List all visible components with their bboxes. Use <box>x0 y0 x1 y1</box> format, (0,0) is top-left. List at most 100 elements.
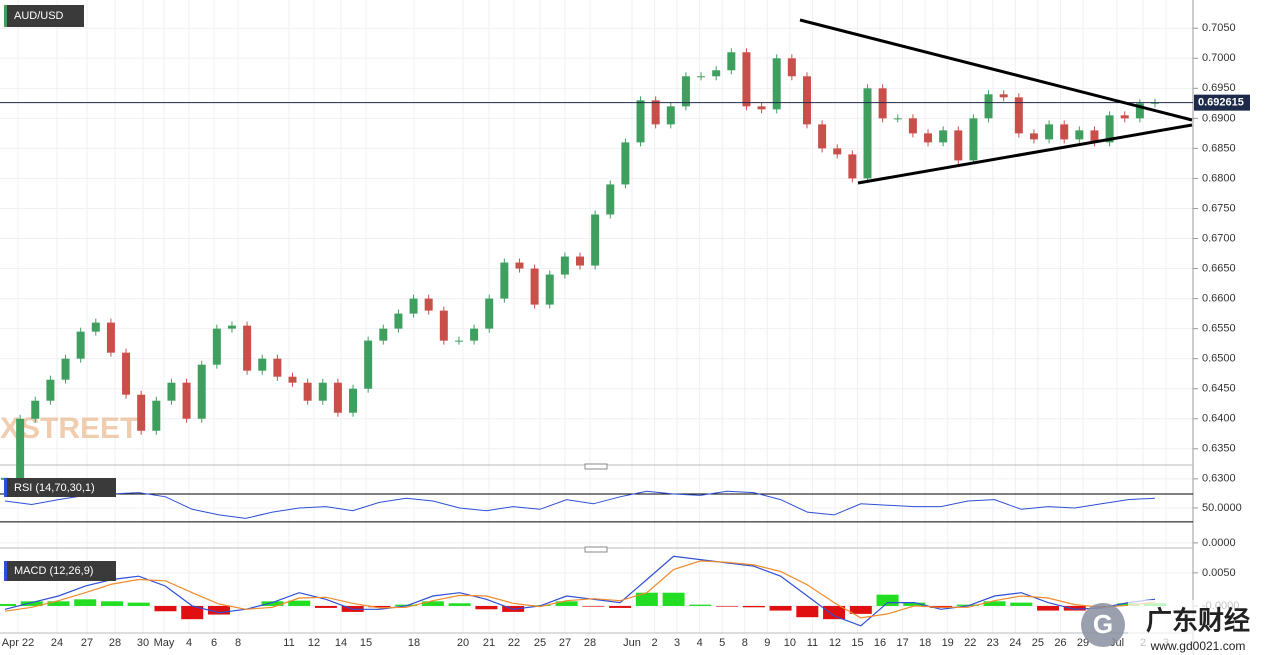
x-tick-label: 15 <box>851 637 863 649</box>
candle <box>364 340 373 389</box>
candle <box>1029 133 1038 140</box>
y-tick-label: 0.6800 <box>1202 172 1236 184</box>
y-tick-label: 0.0000 <box>1202 537 1236 549</box>
candle <box>243 325 252 371</box>
candle <box>106 322 115 353</box>
candle <box>394 313 403 329</box>
candle <box>1105 115 1114 143</box>
candle <box>1075 130 1084 140</box>
title-box <box>4 5 84 27</box>
histogram-bar <box>716 605 739 607</box>
candle <box>46 379 55 401</box>
x-tick-label: 18 <box>408 637 420 649</box>
x-tick-label: 22 <box>964 637 976 649</box>
histogram-bar <box>635 592 658 606</box>
y-tick-label: 0.6300 <box>1202 473 1236 485</box>
x-tick-label: 24 <box>51 637 63 649</box>
candle <box>1135 103 1144 119</box>
candle <box>560 256 569 275</box>
x-tick-label: 26 <box>1054 637 1066 649</box>
y-tick-label: 0.6550 <box>1202 323 1236 335</box>
pane-grip[interactable] <box>584 463 608 470</box>
histogram-bar <box>74 599 97 606</box>
candle <box>349 388 358 413</box>
x-tick-label: 11 <box>807 637 818 649</box>
x-tick-label: 4 <box>186 637 192 649</box>
chart-title: AUD/USD <box>14 10 64 22</box>
candle <box>379 328 388 341</box>
x-tick-label: 19 <box>942 637 954 649</box>
candle <box>621 142 630 185</box>
x-tick-label: 15 <box>360 637 372 649</box>
histogram-bar <box>314 605 337 608</box>
x-tick-label: 21 <box>483 637 495 649</box>
y-tick-label: 0.7050 <box>1202 22 1236 34</box>
pane-grip[interactable] <box>584 546 608 553</box>
x-tick-label: Jun <box>623 637 641 649</box>
logo: G 广东财经 www.gd0021.com <box>1081 600 1269 655</box>
current-price-box <box>1194 94 1250 111</box>
candle <box>999 94 1008 98</box>
title-marker <box>4 561 7 581</box>
rsi-line <box>4 490 1156 519</box>
x-tick-label: 18 <box>919 637 931 649</box>
candle <box>576 256 584 266</box>
candle <box>409 298 418 314</box>
title-box <box>4 478 116 497</box>
x-tick-label: 20 <box>457 637 469 649</box>
histogram-bar <box>47 601 70 606</box>
y-tick-label: 0.6350 <box>1202 443 1236 455</box>
candle <box>969 118 978 161</box>
candle <box>863 88 872 179</box>
trendline <box>799 18 1193 122</box>
title-marker <box>4 478 7 497</box>
x-tick-label: 16 <box>874 637 886 649</box>
x-tick-label: 9 <box>764 637 770 649</box>
histogram-bar <box>1037 605 1060 611</box>
candle <box>470 328 479 341</box>
y-tick-label: 0.6950 <box>1202 82 1236 94</box>
histogram-bar <box>823 605 846 620</box>
macd-line <box>4 560 1156 619</box>
candle <box>137 394 146 431</box>
y-tick-label: 0.6750 <box>1202 202 1236 214</box>
candle <box>742 52 751 107</box>
x-tick-label: 6 <box>211 637 217 649</box>
candle <box>1120 115 1129 119</box>
histogram-bar <box>448 603 471 606</box>
candle <box>485 298 494 329</box>
histogram-bar <box>368 605 391 608</box>
histogram-bar <box>154 605 177 612</box>
y-tick-label: 0.6400 <box>1202 413 1236 425</box>
candle <box>591 214 600 266</box>
x-tick-label: 2 <box>651 637 657 649</box>
y-tick-label: 0.6500 <box>1202 353 1236 365</box>
candle <box>500 262 509 299</box>
svg-text:G: G <box>1093 609 1113 639</box>
y-tick-label: 0.6650 <box>1202 262 1236 274</box>
histogram-bar <box>983 601 1006 606</box>
candle <box>122 352 131 395</box>
histogram-bar <box>127 602 150 606</box>
candle <box>333 382 342 413</box>
x-tick-label: 8 <box>742 637 748 649</box>
histogram-bar <box>849 605 872 614</box>
candle <box>303 382 312 401</box>
candle <box>606 184 615 215</box>
histogram-bar <box>261 601 284 606</box>
candle <box>454 340 463 342</box>
y-tick-label: 0.6600 <box>1202 292 1236 304</box>
histogram-bar <box>1010 602 1033 606</box>
y-tick-label: 0.6850 <box>1202 142 1236 154</box>
histogram-bar <box>742 605 765 608</box>
histogram-bar <box>796 605 819 618</box>
x-tick-label: 29 <box>1077 637 1089 649</box>
x-tick-label: 24 <box>1009 637 1021 649</box>
candle <box>91 322 100 332</box>
candle <box>152 400 161 431</box>
logo-url: www.gd0021.com <box>1150 639 1246 653</box>
macd-line <box>4 555 1156 627</box>
x-tick-label: 12 <box>308 637 320 649</box>
histogram-bar <box>769 605 792 611</box>
